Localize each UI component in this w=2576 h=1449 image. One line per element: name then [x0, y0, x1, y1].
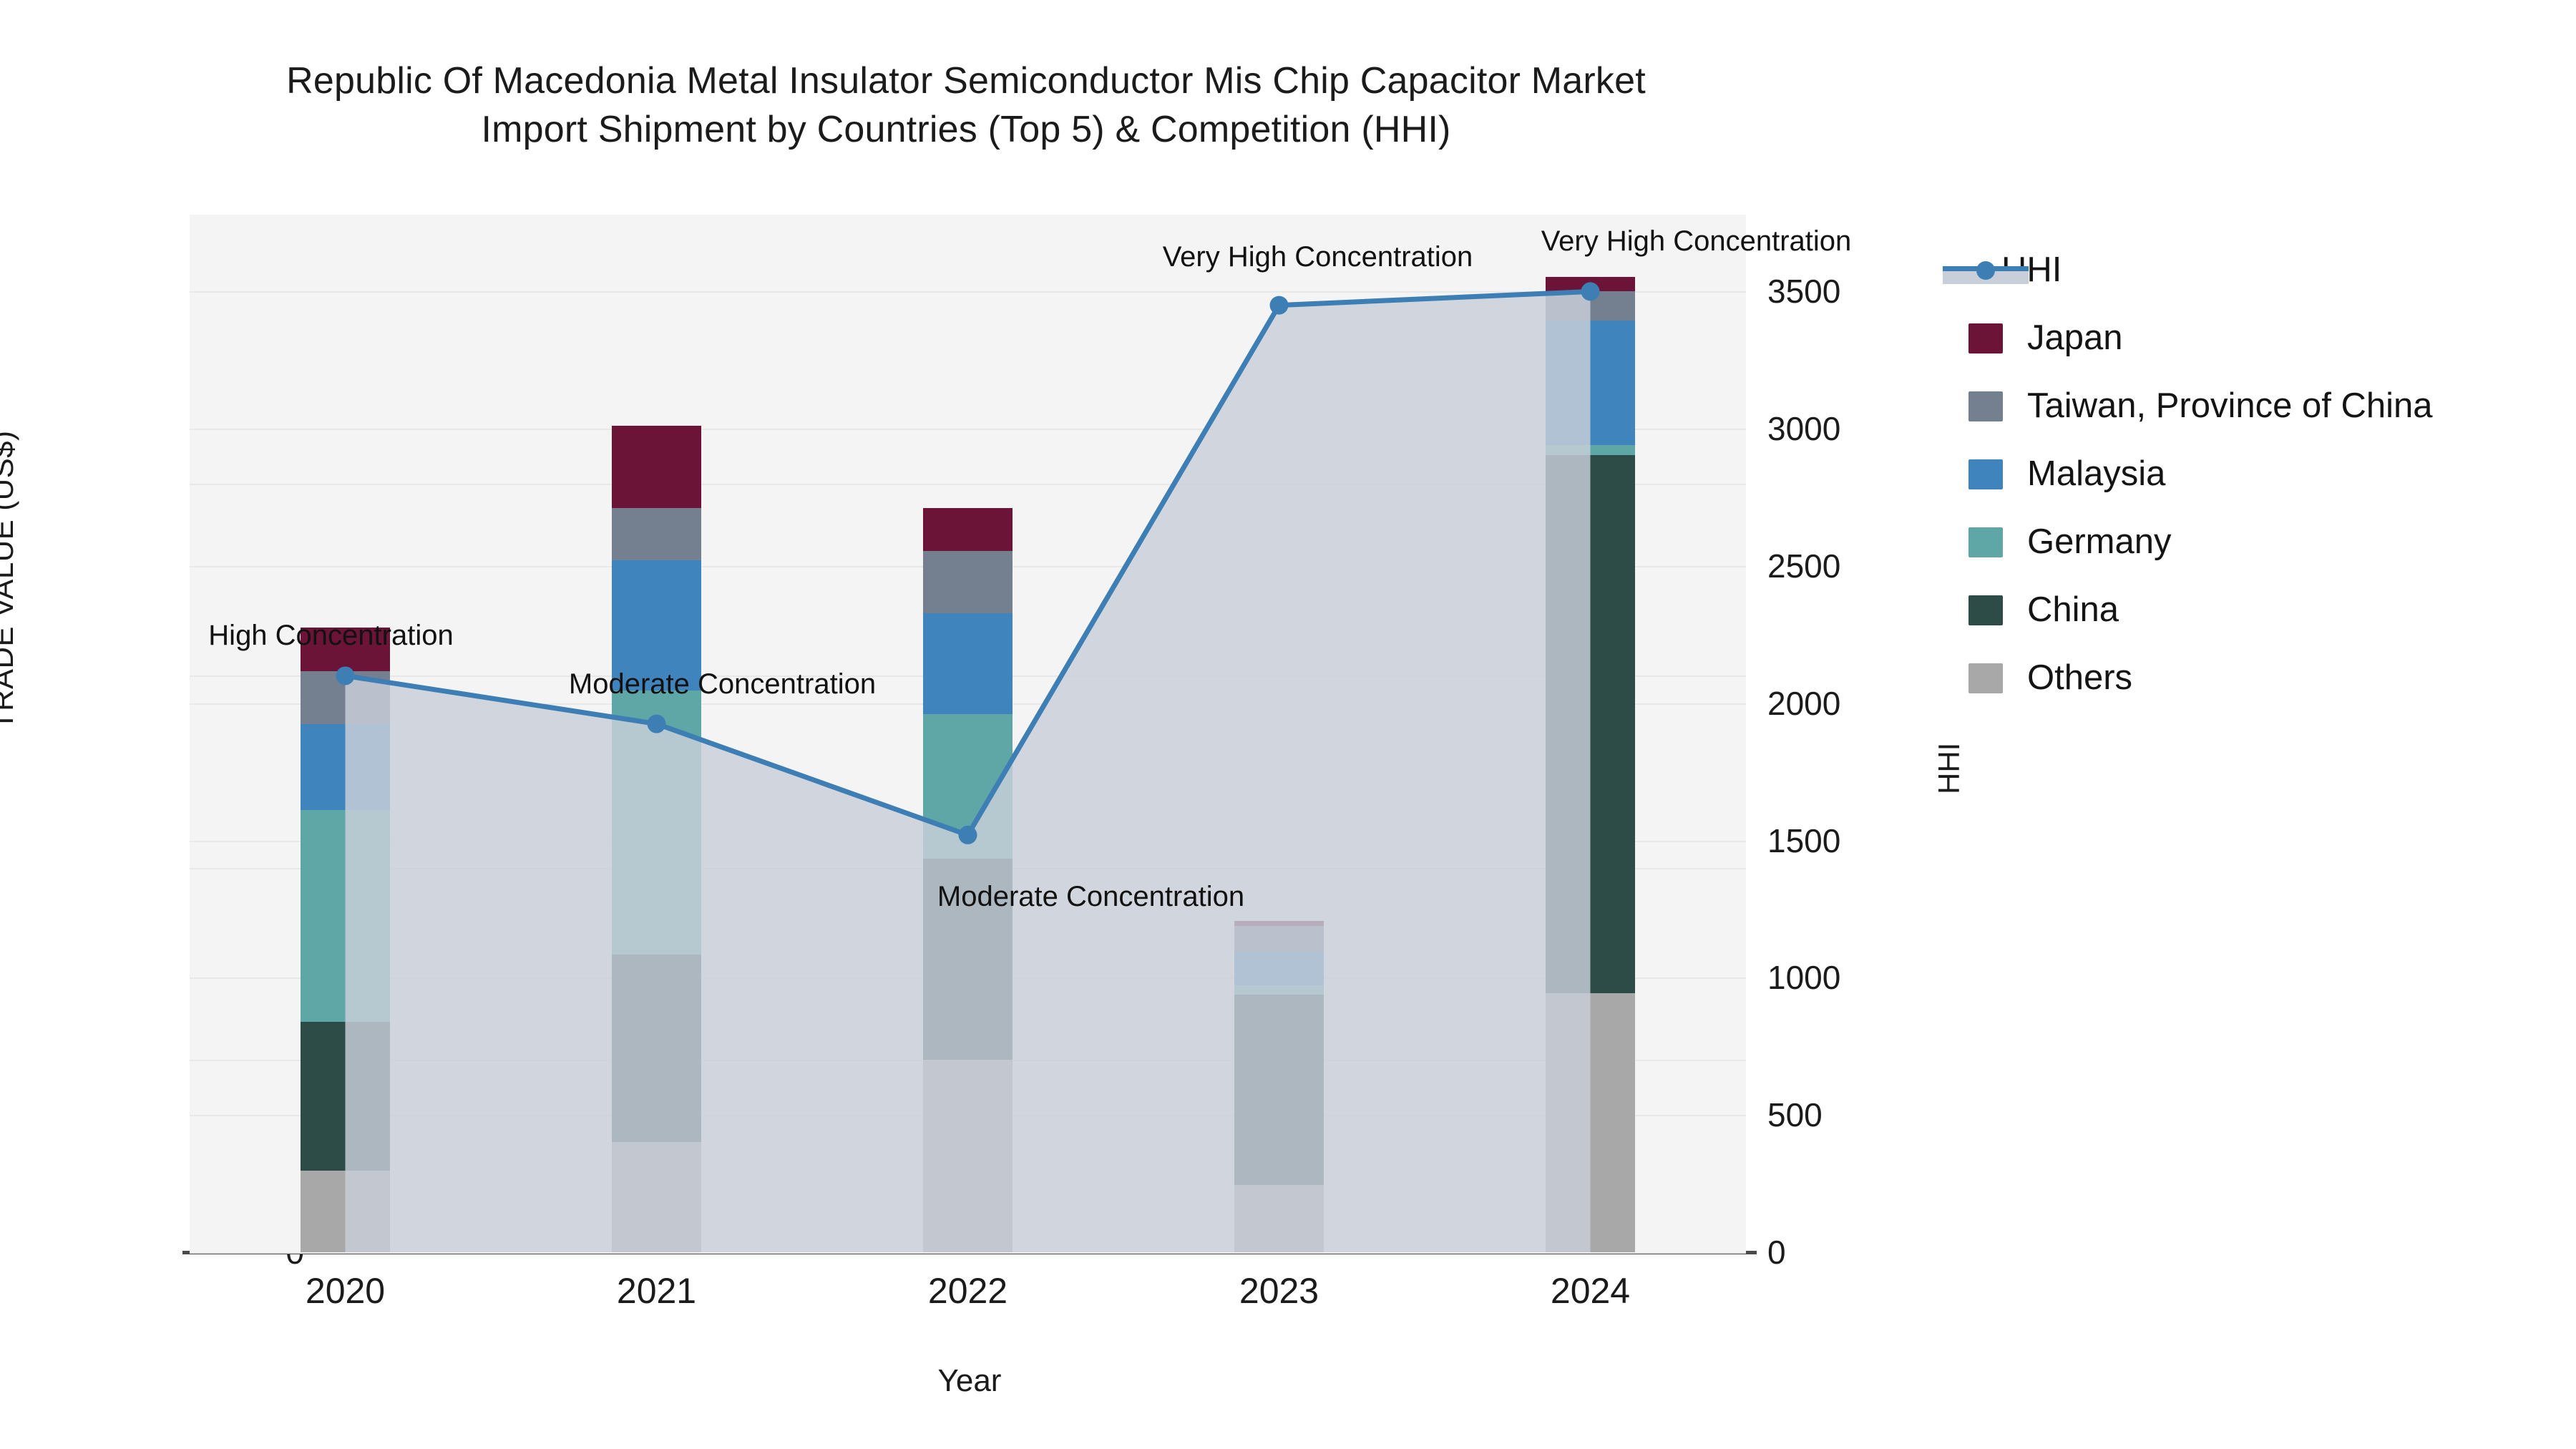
x-axis-tick-label: 2024 [1550, 1271, 1631, 1311]
color-swatch-icon [1968, 527, 2003, 557]
chart-title-line-1: Republic Of Macedonia Metal Insulator Se… [286, 60, 1646, 102]
y-axis-left-title: TRADE VALUE (US$) [0, 430, 19, 730]
y-axis-right-tick-label: 1000 [1767, 959, 1841, 997]
concentration-annotation: Moderate Concentration [568, 668, 877, 700]
legend-item-label: Germany [2027, 522, 2172, 561]
hhi-line-overlay [336, 282, 1600, 1252]
gridline [190, 1252, 1746, 1254]
hhi-data-point[interactable] [1581, 282, 1600, 301]
chart-title-block: Republic Of Macedonia Metal Insulator Se… [0, 57, 1932, 154]
y-axis-right-tick-label: 2500 [1767, 547, 1841, 585]
legend-item-label: Japan [2027, 318, 2123, 357]
hhi-area-fill [345, 291, 1591, 1252]
legend-item[interactable]: Malaysia [1943, 440, 2565, 508]
bar-segment[interactable] [612, 426, 701, 508]
x-axis-tick-label: 2022 [927, 1271, 1008, 1311]
hhi-data-point[interactable] [336, 666, 355, 686]
x-axis-tick-label: 2021 [616, 1271, 697, 1311]
line-marker-icon [1943, 255, 2029, 286]
legend-item-label: Others [2027, 658, 2133, 697]
y-axis-right-tick-label: 2000 [1767, 684, 1841, 722]
bar-segment[interactable] [923, 550, 1013, 614]
color-swatch-icon [1968, 323, 2003, 353]
legend-item-label: China [2027, 590, 2119, 629]
gridline [190, 483, 1746, 485]
color-swatch-icon [1968, 391, 2003, 421]
x-axis-title: Year [937, 1363, 1002, 1398]
concentration-annotation: Moderate Concentration [937, 880, 1245, 912]
legend-item[interactable]: Japan [1943, 304, 2565, 372]
hhi-data-point[interactable] [647, 714, 666, 733]
concentration-annotation: High Concentration [208, 620, 454, 652]
chart-legend: HHI Japan Taiwan, Province of China Malaysi… [1943, 236, 2565, 712]
hhi-data-point[interactable] [1269, 296, 1289, 315]
x-axis-tick-label: 2023 [1239, 1271, 1319, 1311]
bar-segment[interactable] [612, 560, 701, 691]
y-axis-right-tick-label: 3500 [1767, 273, 1841, 311]
concentration-annotation: Very High Concentration [1162, 240, 1473, 273]
plot-area [190, 215, 1746, 1254]
concentration-annotation: Very High Concentration [1541, 225, 1852, 258]
hhi-data-point[interactable] [958, 825, 977, 844]
y-axis-right-tick-label: 3000 [1767, 410, 1841, 448]
x-axis-tick-label: 2020 [305, 1271, 386, 1311]
legend-item[interactable]: Others [1943, 644, 2565, 712]
legend-item-label: Taiwan, Province of China [2027, 386, 2433, 425]
legend-item[interactable]: HHI [1943, 236, 2565, 304]
bar-segment[interactable] [923, 613, 1013, 715]
color-swatch-icon [1968, 459, 2003, 489]
bar-segment[interactable] [301, 628, 390, 671]
legend-item-label: Malaysia [2027, 454, 2166, 493]
bar-segment[interactable] [612, 507, 701, 561]
legend-item[interactable]: China [1943, 576, 2565, 644]
y-axis-right-tick-label: 1500 [1767, 821, 1841, 859]
y-axis-right-tick-label: 500 [1767, 1096, 1823, 1134]
bar-segment[interactable] [923, 507, 1013, 551]
gridline [190, 429, 1746, 431]
color-swatch-icon [1968, 595, 2003, 625]
hhi-data-points [336, 282, 1600, 844]
gridline [190, 291, 1746, 293]
y-axis-right-title: HHI [1932, 742, 1966, 794]
y-axis-right-tick-label: 0 [1767, 1234, 1786, 1271]
legend-item[interactable]: Germany [1943, 508, 2565, 576]
legend-item[interactable]: Taiwan, Province of China [1943, 372, 2565, 440]
color-swatch-icon [1968, 663, 2003, 693]
chart-title-line-2: Import Shipment by Countries (Top 5) & C… [481, 108, 1451, 150]
